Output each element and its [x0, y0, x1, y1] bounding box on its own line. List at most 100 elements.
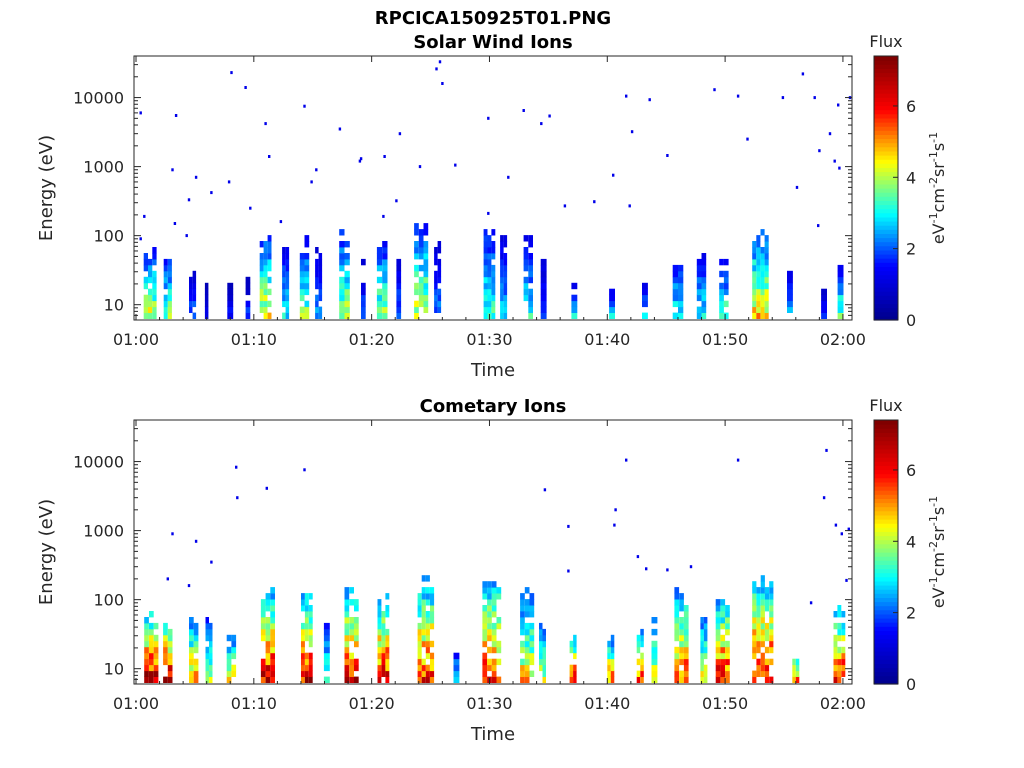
- heatmap-cell: [756, 253, 761, 260]
- sparse-count-point: [630, 130, 634, 134]
- heatmap-cell: [651, 640, 658, 648]
- colorbar-segment: [874, 593, 898, 598]
- heatmap-cell: [610, 646, 615, 654]
- x-ticks: 01:00 01:10 01:20 01:30 01:40 01:50 02:00: [113, 56, 866, 349]
- heatmap-cell: [421, 611, 426, 618]
- heatmap-cell: [700, 676, 704, 683]
- heatmap-cell: [756, 300, 761, 308]
- heatmap-cell: [573, 670, 577, 677]
- heatmap-cell: [304, 253, 310, 260]
- colorbar-segment: [874, 150, 898, 156]
- heatmap-cell: [349, 587, 354, 594]
- sparse-count-point: [303, 104, 306, 108]
- heatmap-cell: [414, 264, 419, 272]
- sparse-count-point: [171, 168, 174, 172]
- heatmap-cell: [696, 294, 702, 302]
- heatmap-cell: [259, 306, 264, 313]
- heatmap-cell: [361, 288, 366, 296]
- heatmap-cell: [539, 622, 543, 630]
- heatmap-cell: [674, 676, 680, 683]
- heatmap-cell: [344, 611, 350, 618]
- heatmap-cell: [483, 294, 488, 302]
- colorbar-segment: [874, 89, 898, 94]
- heatmap-cell: [385, 628, 390, 636]
- heatmap-cell: [267, 264, 272, 272]
- heatmap-cell: [496, 646, 502, 654]
- heatmap-cell: [837, 605, 842, 612]
- heatmap-cell: [792, 676, 796, 683]
- heatmap-cell: [189, 276, 193, 284]
- colorbar-segment: [874, 303, 898, 309]
- heatmap-cell: [315, 312, 319, 319]
- heatmap-cell: [837, 676, 842, 683]
- heatmap-cell: [149, 658, 154, 666]
- heatmap-cell: [377, 622, 382, 630]
- colorbar-segment: [874, 514, 898, 520]
- heatmap-cell: [651, 617, 658, 624]
- heatmap-cell: [377, 664, 382, 672]
- heatmap-cell: [385, 640, 390, 648]
- sparse-count-point: [382, 214, 385, 218]
- heatmap-cell: [270, 611, 275, 618]
- heatmap-cell: [323, 646, 330, 654]
- heatmap-cell: [528, 300, 533, 308]
- x-tick-label: 01:50: [702, 694, 748, 713]
- x-tick-label: 01:30: [466, 330, 512, 349]
- heatmap-cell: [425, 575, 430, 582]
- heatmap-cell: [167, 312, 172, 319]
- sparse-count-point: [840, 532, 843, 536]
- heatmap-cell: [385, 670, 390, 677]
- heatmap-cell: [841, 664, 846, 672]
- heatmap-cell: [149, 628, 154, 636]
- heatmap-cell: [520, 658, 525, 666]
- y-tick-label: 10: [104, 660, 124, 679]
- heatmap-cell: [167, 294, 172, 302]
- heatmap-cell: [701, 312, 707, 319]
- heatmap-cell: [607, 676, 611, 683]
- heatmap-cell: [720, 640, 726, 648]
- heatmap-cell: [833, 658, 838, 666]
- heatmap-cell: [833, 670, 838, 677]
- heatmap-cell: [725, 611, 730, 618]
- heatmap-cell: [703, 634, 708, 642]
- heatmap-cell: [361, 258, 366, 266]
- heatmap-cell: [760, 628, 765, 636]
- heatmap-cell: [523, 288, 529, 296]
- heatmap-cell: [752, 312, 757, 319]
- sparse-count-point: [174, 114, 178, 117]
- heatmap-cell: [308, 640, 313, 648]
- heatmap-cell: [524, 664, 530, 672]
- heatmap-cell: [265, 605, 271, 612]
- x-tick-label: 01:20: [349, 694, 395, 713]
- heatmap-cell: [144, 640, 149, 648]
- heatmap-cell: [482, 664, 488, 672]
- sparse-count-point: [166, 577, 169, 581]
- heatmap-cell: [651, 646, 658, 654]
- heatmap-cell: [703, 628, 708, 636]
- y-tick-label: 1000: [83, 522, 124, 541]
- heatmap-cell: [414, 300, 419, 308]
- heatmap-cell: [752, 581, 757, 588]
- sparse-count-point: [249, 206, 252, 210]
- heatmap-cell: [496, 617, 502, 624]
- heatmap-cell: [752, 622, 757, 630]
- heatmap-cell: [683, 658, 689, 666]
- heatmap-cell: [573, 646, 577, 654]
- heatmap-cell: [571, 300, 578, 308]
- heatmap-cell: [752, 306, 757, 313]
- heatmap-cell: [483, 264, 488, 272]
- heatmap-cell: [725, 652, 730, 660]
- heatmap-cell: [301, 599, 305, 606]
- heatmap-cell: [259, 241, 264, 248]
- heatmap-cell: [148, 294, 153, 302]
- heatmap-cell: [299, 258, 305, 266]
- sparse-count-point: [567, 569, 570, 573]
- heatmap-cell: [679, 670, 684, 677]
- heatmap-cell: [425, 670, 430, 677]
- heatmap-cell: [308, 617, 313, 624]
- heatmap-cell: [153, 640, 159, 648]
- heatmap-cell: [787, 294, 793, 302]
- heatmap-cell: [418, 288, 424, 296]
- y-tick-label: 100: [93, 227, 124, 246]
- heatmap-cell: [318, 270, 323, 278]
